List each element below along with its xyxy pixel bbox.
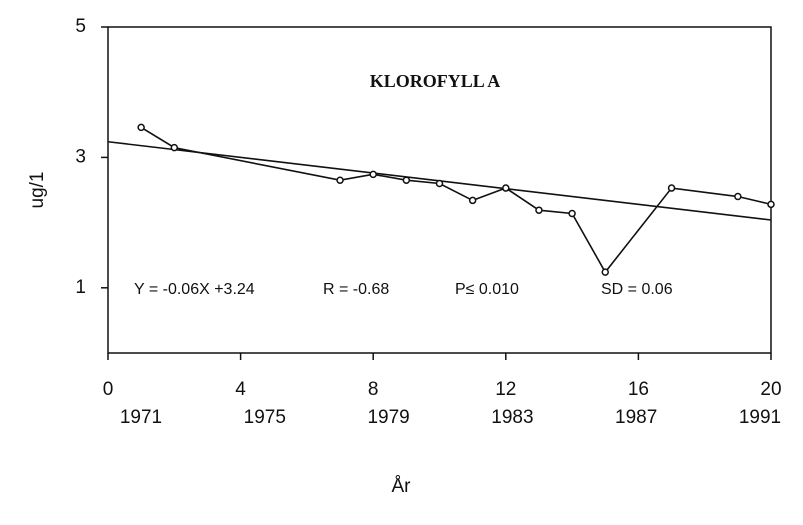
x-axis-label: År xyxy=(392,476,412,497)
annotation: R = -0.68 xyxy=(323,281,389,298)
plot-frame xyxy=(107,26,772,354)
y-tick-label: 3 xyxy=(75,146,86,167)
year-label: 1971 xyxy=(120,407,162,428)
data-point xyxy=(767,200,775,209)
annotation: P≤ 0.010 xyxy=(455,281,519,298)
year-label: 1983 xyxy=(491,407,533,428)
data-point xyxy=(137,123,145,132)
y-tick-label: 5 xyxy=(75,16,86,37)
data-point xyxy=(402,176,411,184)
year-label: 1987 xyxy=(615,407,657,428)
data-point xyxy=(170,143,179,152)
year-label: 1979 xyxy=(367,407,409,428)
data-point xyxy=(601,268,609,276)
x-tick-label: 0 xyxy=(103,379,114,400)
y-axis-label: ug/1 xyxy=(27,172,48,209)
x-tick-label: 20 xyxy=(760,379,781,400)
x-tick-label: 16 xyxy=(628,379,649,400)
data-point xyxy=(369,170,377,179)
data-point xyxy=(435,179,444,188)
data-point xyxy=(568,209,576,218)
data-point xyxy=(468,196,477,205)
x-tick-label: 12 xyxy=(495,379,516,400)
data-line xyxy=(140,126,772,274)
data-point xyxy=(336,176,344,184)
x-tick-label: 8 xyxy=(368,379,379,400)
data-point xyxy=(667,184,676,192)
y-tick-label: 1 xyxy=(75,277,86,298)
data-point xyxy=(734,192,742,201)
data-point xyxy=(535,206,543,214)
chart-title: KLOROFYLL A xyxy=(370,71,501,91)
annotation: Y = -0.06X +3.24 xyxy=(134,281,255,298)
year-label: 1991 xyxy=(739,407,781,428)
year-label: 1975 xyxy=(244,407,286,428)
data-point xyxy=(502,184,510,192)
annotation: SD = 0.06 xyxy=(601,281,673,298)
x-tick-label: 4 xyxy=(235,379,246,400)
